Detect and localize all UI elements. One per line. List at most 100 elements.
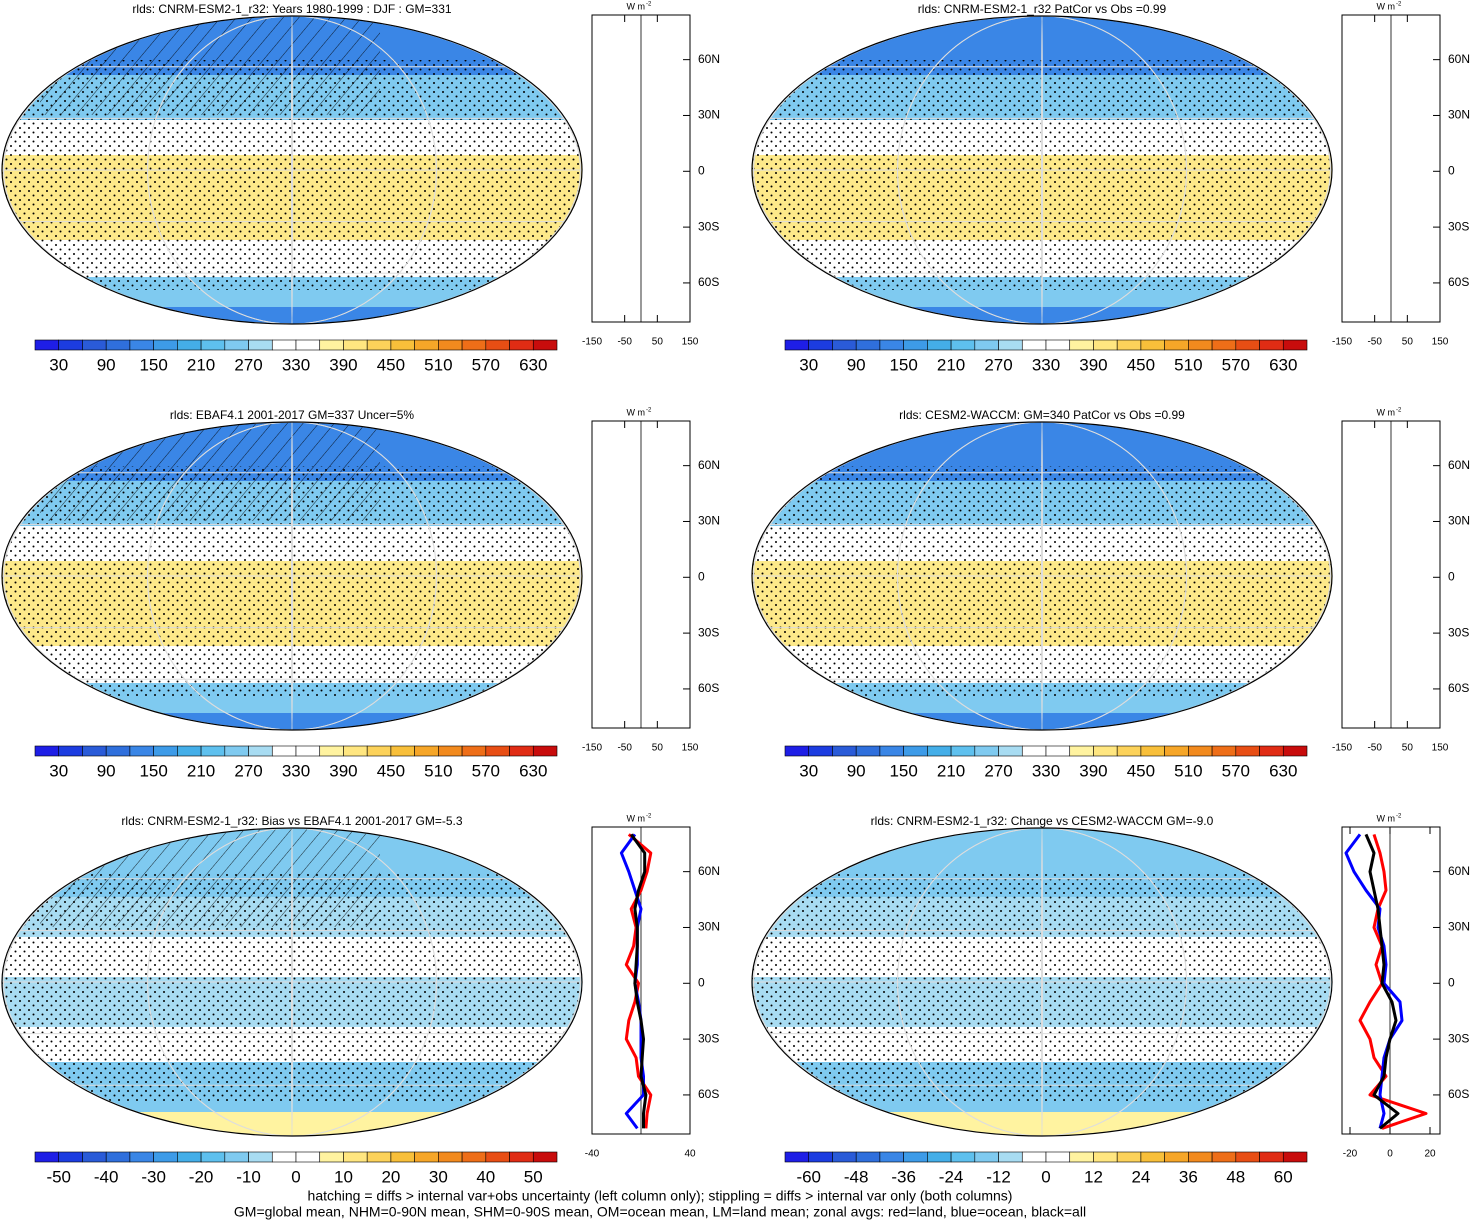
- units-label: -2: [646, 2, 652, 8]
- y-tick-label: 60N: [698, 458, 720, 472]
- graticule: [897, 16, 1187, 324]
- colorbar-box: [1045, 1151, 1071, 1163]
- colorbar-box: [1093, 339, 1118, 351]
- colorbar-box: [224, 1151, 249, 1163]
- colorbar-label: 24: [1131, 1167, 1150, 1186]
- y-tick-label: 30N: [1448, 514, 1470, 528]
- hatching: [40, 422, 380, 521]
- colorbar-box: [34, 339, 60, 351]
- y-tick-label: 30S: [698, 625, 719, 639]
- x-tick-label: -150: [1332, 337, 1352, 348]
- colorbar-label: 90: [97, 355, 116, 374]
- colorbar-label: 450: [377, 761, 405, 780]
- colorbar-box: [998, 745, 1023, 757]
- colorbar-box: [1140, 745, 1165, 757]
- x-tick-label: 150: [682, 743, 699, 754]
- colorbar-box: [248, 339, 273, 351]
- graticule: [753, 422, 1331, 730]
- colorbar-box: [808, 745, 833, 757]
- colorbar-label: 30: [49, 761, 68, 780]
- map: [752, 422, 1332, 730]
- colorbar-box: [366, 745, 392, 757]
- y-tick-label: 0: [698, 163, 705, 177]
- zonal-line: [1364, 833, 1400, 1130]
- colorbar-box: [319, 1151, 344, 1163]
- units-label: -2: [1396, 408, 1402, 414]
- colorbar-box: [784, 1151, 810, 1163]
- colorbar-box: [1093, 1151, 1118, 1163]
- colorbar-box: [58, 1151, 83, 1163]
- colorbar-box: [58, 745, 83, 757]
- zonal-line: [619, 833, 645, 1130]
- units-label: W m: [627, 407, 646, 417]
- colorbar-box: [1140, 1151, 1165, 1163]
- y-tick-label: 0: [1448, 163, 1455, 177]
- colorbar-box: [319, 745, 344, 757]
- colorbar-box: [927, 745, 952, 757]
- colorbar-box: [903, 745, 928, 757]
- x-tick-label: 20: [1424, 1149, 1436, 1160]
- y-tick-label: 60N: [1448, 864, 1470, 878]
- x-tick-label: -20: [1343, 1149, 1358, 1160]
- y-tick-label: 30N: [1448, 108, 1470, 122]
- colorbar-box: [1188, 745, 1213, 757]
- colorbar-box: [532, 1151, 558, 1163]
- units-label: W m: [1377, 1, 1396, 11]
- graticule: [147, 828, 437, 1136]
- panel: rlds: CESM2-WACCM: GM=340 PatCor vs Obs …: [751, 407, 1470, 780]
- colorbar-box: [1282, 339, 1308, 351]
- colorbar-label: -10: [236, 1167, 261, 1186]
- colorbar-label: 270: [984, 761, 1012, 780]
- colorbar-label: 90: [847, 761, 866, 780]
- colorbar-box: [1069, 745, 1094, 757]
- colorbar-box: [509, 339, 534, 351]
- y-tick-label: 60N: [1448, 52, 1470, 66]
- panel: rlds: CNRM-ESM2-1_r32: Change vs CESM2-W…: [751, 813, 1470, 1186]
- graticule: [897, 422, 1187, 730]
- x-tick-label: 50: [652, 337, 664, 348]
- colorbar-label: 150: [139, 355, 167, 374]
- colorbar-label: 270: [234, 355, 262, 374]
- colorbar-box: [1045, 745, 1071, 757]
- colorbar-box: [153, 339, 178, 351]
- colorbar-box: [390, 1151, 415, 1163]
- colorbar-label: 210: [937, 761, 965, 780]
- x-tick-label: 50: [1402, 337, 1414, 348]
- colorbar-box: [903, 1151, 928, 1163]
- panel-title: rlds: CNRM-ESM2-1_r32: Change vs CESM2-W…: [871, 814, 1214, 828]
- colorbar-label: 570: [1222, 355, 1250, 374]
- map-border: [1, 827, 583, 1137]
- colorbar-box: [784, 745, 810, 757]
- zonal-line: [1358, 833, 1428, 1130]
- colorbar-label: 150: [139, 761, 167, 780]
- colorbar-box: [1164, 339, 1189, 351]
- colorbar-box: [414, 339, 439, 351]
- colorbar-box: [1140, 339, 1165, 351]
- panel-title: rlds: CESM2-WACCM: GM=340 PatCor vs Obs …: [899, 408, 1185, 422]
- colorbar-label: 30: [799, 761, 818, 780]
- colorbar-box: [1021, 339, 1047, 351]
- graticule: [1041, 16, 1043, 324]
- zonal-line: [1344, 833, 1404, 1129]
- x-tick-label: 50: [652, 743, 664, 754]
- y-tick-label: 30S: [698, 219, 719, 233]
- y-tick-label: 60S: [1448, 681, 1469, 695]
- colorbar-label: 570: [472, 761, 500, 780]
- colorbar-label: 210: [187, 355, 215, 374]
- colorbar-box: [855, 339, 881, 351]
- y-tick-label: 0: [1448, 975, 1455, 989]
- colorbar-box: [319, 339, 344, 351]
- colorbar-box: [343, 745, 368, 757]
- colorbar-box: [485, 1151, 510, 1163]
- colorbar-box: [177, 339, 202, 351]
- colorbar-box: [82, 1151, 107, 1163]
- graticule: [1041, 828, 1043, 1136]
- colorbar-box: [34, 745, 60, 757]
- colorbar-label: 510: [424, 761, 452, 780]
- colorbar-box: [224, 339, 249, 351]
- colorbar-box: [950, 339, 976, 351]
- graticule: [897, 828, 1187, 1136]
- colorbar-label: 10: [334, 1167, 353, 1186]
- colorbar-label: 50: [524, 1167, 543, 1186]
- colorbar-box: [461, 1151, 487, 1163]
